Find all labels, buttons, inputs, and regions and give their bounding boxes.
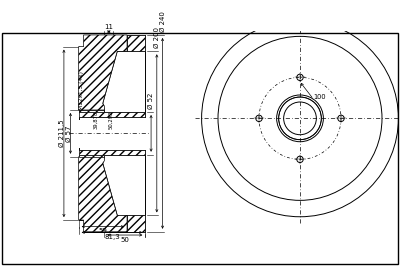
Text: 11: 11 <box>104 25 113 30</box>
Polygon shape <box>127 35 145 51</box>
Text: Ø 200: Ø 200 <box>154 27 160 48</box>
Text: 100: 100 <box>314 93 326 100</box>
Polygon shape <box>79 110 104 112</box>
Text: 50: 50 <box>120 237 129 243</box>
Polygon shape <box>79 35 127 110</box>
Text: Ø 57: Ø 57 <box>66 125 72 142</box>
Text: 50,292: 50,292 <box>108 111 113 129</box>
Text: 81,3: 81,3 <box>104 234 120 240</box>
Polygon shape <box>79 150 145 155</box>
Polygon shape <box>79 155 104 157</box>
Text: Ø 240: Ø 240 <box>160 12 166 33</box>
Text: M12x1,5 (4x): M12x1,5 (4x) <box>80 71 84 110</box>
Polygon shape <box>79 157 127 232</box>
Text: 480019: 480019 <box>313 8 377 23</box>
Text: 24.0220-0018.1: 24.0220-0018.1 <box>143 8 277 23</box>
Text: Ø 52: Ø 52 <box>148 92 154 109</box>
Polygon shape <box>79 112 145 117</box>
Text: 59: 59 <box>98 228 107 234</box>
Text: 39,878: 39,878 <box>94 111 99 129</box>
Polygon shape <box>127 215 145 232</box>
Text: Ø 211,5: Ø 211,5 <box>58 120 64 147</box>
